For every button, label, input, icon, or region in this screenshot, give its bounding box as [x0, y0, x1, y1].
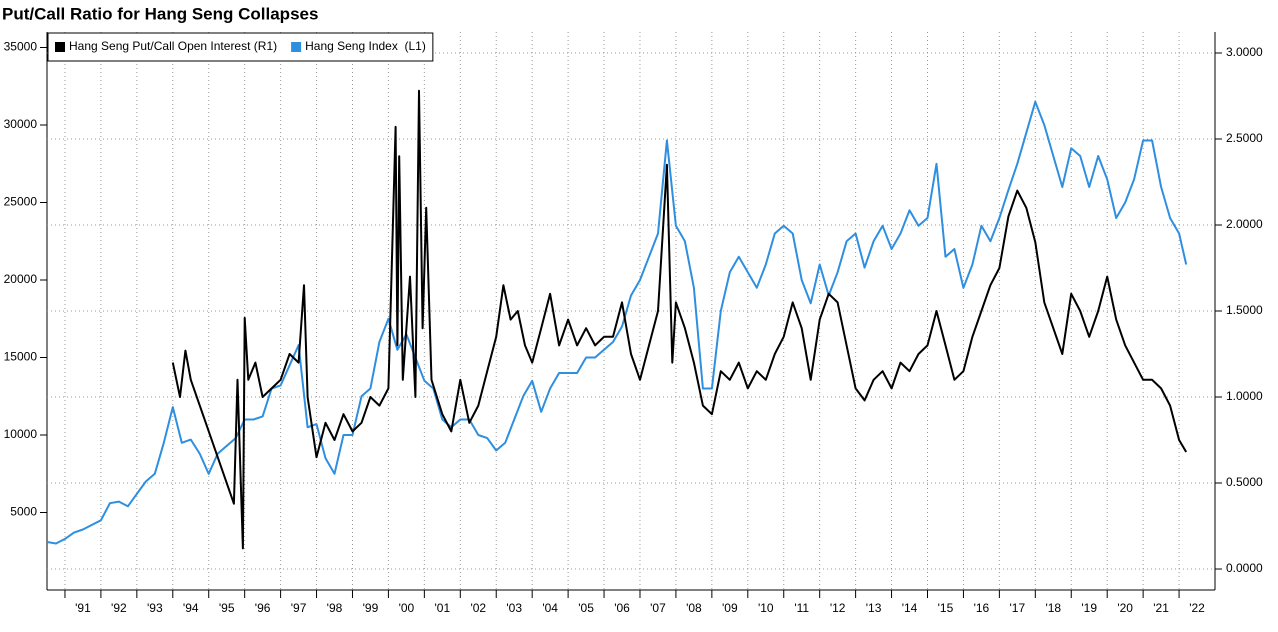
- x-tick-label: '12: [830, 601, 846, 615]
- y-tick-label: 25000: [4, 195, 38, 209]
- y2-tick-label: 1.0000: [1226, 389, 1263, 403]
- y2-tick-label: 0.5000: [1226, 475, 1263, 489]
- chart-title: Put/Call Ratio for Hang Seng Collapses: [2, 4, 318, 23]
- x-tick-label: '14: [902, 601, 918, 615]
- x-tick-label: '18: [1045, 601, 1061, 615]
- legend-swatch: [291, 42, 302, 52]
- x-tick-label: '93: [147, 601, 163, 615]
- x-tick-label: '91: [75, 601, 91, 615]
- y2-tick-label: 3.0000: [1226, 45, 1263, 59]
- x-tick-label: '10: [758, 601, 774, 615]
- legend: Hang Seng Put/Call Open Interest (R1) Han…: [47, 32, 434, 62]
- x-tick-label: '95: [219, 601, 235, 615]
- x-tick-label: '97: [291, 601, 307, 615]
- x-tick-label: '17: [1010, 601, 1026, 615]
- y-tick-label: 35000: [4, 40, 38, 54]
- x-tick-label: '03: [506, 601, 522, 615]
- x-tick-label: '01: [435, 601, 451, 615]
- x-tick-label: '13: [866, 601, 882, 615]
- x-tick-label: '19: [1081, 601, 1097, 615]
- legend-label: Hang Seng Index (L1): [305, 39, 426, 53]
- legend-box: [47, 32, 434, 62]
- x-tick-label: '11: [794, 601, 809, 615]
- x-tick-label: '07: [650, 601, 666, 615]
- series-line: [171, 89, 1188, 550]
- x-tick-label: '21: [1153, 601, 1169, 615]
- y-tick-label: 20000: [4, 272, 38, 286]
- y2-tick-label: 0.0000: [1226, 561, 1263, 575]
- legend-swatch: [55, 42, 65, 52]
- x-tick-label: '92: [111, 601, 127, 615]
- legend-label: Hang Seng Put/Call Open Interest (R1): [69, 39, 277, 53]
- x-tick-label: '06: [614, 601, 630, 615]
- x-tick-label: '98: [327, 601, 343, 615]
- y-tick-label: 5000: [10, 505, 37, 519]
- x-tick-label: '96: [255, 601, 271, 615]
- y-tick-label: 15000: [4, 350, 38, 364]
- x-tick-label: '08: [686, 601, 702, 615]
- x-tick-label: '99: [363, 601, 379, 615]
- x-tick-label: '20: [1117, 601, 1133, 615]
- x-tick-label: '16: [974, 601, 990, 615]
- y-tick-label: 30000: [4, 117, 38, 131]
- x-tick-label: '94: [183, 601, 199, 615]
- x-tick-label: '04: [542, 601, 558, 615]
- x-tick-label: '09: [722, 601, 738, 615]
- series-line: [46, 100, 1188, 545]
- x-tick-label: '05: [578, 601, 594, 615]
- x-tick-label: '15: [938, 601, 954, 615]
- y2-tick-label: 2.5000: [1226, 131, 1263, 145]
- y2-tick-label: 1.5000: [1226, 303, 1263, 317]
- x-tick-label: '02: [470, 601, 486, 615]
- x-tick-label: '22: [1189, 601, 1205, 615]
- y2-tick-label: 2.0000: [1226, 217, 1263, 231]
- x-tick-label: '00: [399, 601, 415, 615]
- y-tick-label: 10000: [4, 427, 38, 441]
